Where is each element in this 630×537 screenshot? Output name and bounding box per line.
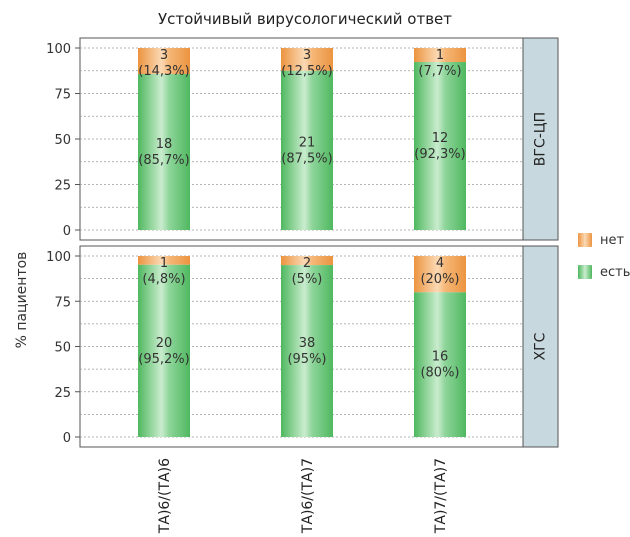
data-label: (95,2%) [138,352,189,367]
y-tick-label: 100 [46,250,71,265]
data-label: 2 [303,256,311,271]
bar-segment [414,292,466,437]
y-tick-label: 50 [54,133,71,148]
data-label: 18 [156,137,173,152]
panel-strip [522,245,559,448]
bar-segment [281,70,333,230]
bar-segment [414,256,466,293]
bar-segment [281,256,333,266]
x-tick-label: ТА)7/(ТА)7 [433,458,449,534]
data-label: 20 [156,336,173,351]
data-label: (7,7%) [418,64,461,79]
y-tick-label: 100 [46,42,71,57]
legend-swatch-est [578,265,592,279]
data-label: (92,3%) [414,147,465,162]
data-label: 4 [436,256,444,271]
legend-swatch-net [578,233,592,247]
panel-strip-label: ВГС-ЦП [533,112,549,166]
y-tick-label: 25 [54,386,71,401]
legend-item-net: нет [578,230,630,250]
bar-segment [138,256,190,265]
data-label: 12 [432,131,449,146]
data-label: 3 [160,48,168,63]
data-label: 21 [299,135,316,150]
y-tick-label: 75 [54,88,71,103]
data-label: 38 [299,336,316,351]
bar-segment [138,74,190,230]
data-label: 3 [303,48,311,63]
data-label: (4,8%) [142,272,185,287]
bar-segment [281,265,333,437]
data-label: (20%) [420,272,459,287]
data-label: 1 [436,48,444,63]
data-label: (80%) [420,366,459,381]
y-tick-label: 75 [54,295,71,310]
panel-strip-label: ХГС [533,332,549,360]
y-tick-label: 50 [54,341,71,356]
bar-segment [138,48,190,75]
legend-item-est: есть [578,262,630,282]
legend-label-est: есть [600,264,630,280]
data-label: 1 [160,256,168,271]
legend-label-net: нет [600,232,625,248]
y-tick-label: 0 [63,431,71,446]
y-tick-label: 0 [63,224,71,239]
legend: нет есть [578,230,630,294]
bar-segment [414,62,466,230]
panel-strip [522,37,559,241]
data-label: 16 [432,350,449,365]
chart-title: Устойчивый вирусологический ответ [157,10,453,28]
data-label: (87,5%) [281,151,332,166]
bar-segment [414,48,466,63]
x-tick-label: ТА)6/(ТА)7 [300,458,316,534]
y-tick-label: 25 [54,179,71,194]
data-label: (5%) [292,272,323,287]
x-tick-label: ТА)6/(ТА)6 [157,458,173,534]
data-label: (12,5%) [281,64,332,79]
bar-segment [281,48,333,71]
data-label: (85,7%) [138,153,189,168]
data-label: (95%) [287,352,326,367]
bar-segment [138,264,190,437]
data-label: (14,3%) [138,64,189,79]
